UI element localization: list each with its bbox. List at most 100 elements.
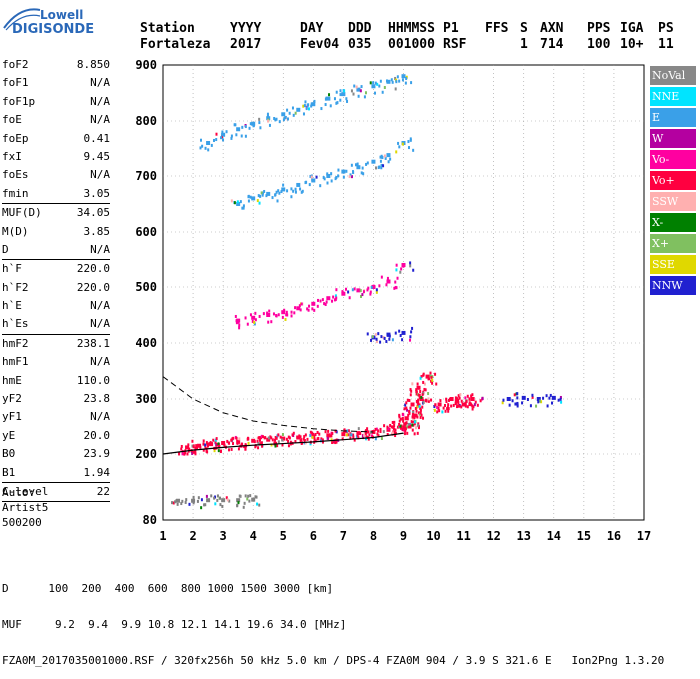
data-point-scatter: [516, 392, 519, 396]
data-point-scatter: [386, 433, 389, 437]
data-point-scatter: [360, 171, 363, 175]
data-point-scatter: [431, 381, 434, 385]
data-point-scatter: [366, 332, 369, 336]
data-point: [386, 79, 391, 84]
data-point-scatter: [289, 440, 292, 444]
data-point-scatter: [271, 196, 274, 200]
data-point-scatter: [311, 431, 314, 435]
data-point-scatter: [427, 377, 430, 381]
data-point-scatter: [379, 427, 382, 431]
data-point-scatter: [409, 422, 412, 426]
param-key: yE: [2, 428, 16, 442]
data-point-scatter: [259, 194, 262, 198]
data-point-scatter: [369, 81, 372, 85]
data-point-scatter: [294, 190, 297, 194]
data-point-scatter: [419, 406, 422, 410]
data-point-scatter: [258, 314, 261, 318]
param-key: foF1: [2, 76, 29, 90]
footer-file-line: FZA0M_2017035001000.RSF / 320fx256h 50 k…: [2, 654, 665, 667]
data-point-scatter: [230, 136, 233, 140]
header-row2-col-5: RSF: [443, 37, 467, 52]
data-point-scatter: [398, 422, 401, 426]
series-spread-f: [403, 371, 484, 436]
data-point-scatter: [406, 408, 409, 412]
data-point-scatter: [290, 195, 293, 199]
data-point-scatter: [383, 85, 386, 89]
data-point: [401, 330, 406, 335]
param-key: MUF(D): [2, 206, 42, 220]
param-row: hmF2 238.1: [2, 335, 110, 353]
header-row1-col-7: S: [520, 21, 528, 36]
data-point-scatter: [516, 396, 519, 400]
data-point-scatter: [326, 436, 329, 440]
data-point-scatter: [300, 302, 303, 306]
footer: D 100 200 400 600 800 1000 1500 3000 [km…: [2, 559, 664, 679]
data-point-scatter: [387, 427, 390, 431]
param-separator: [2, 501, 110, 503]
data-point-scatter: [215, 437, 218, 441]
data-point-scatter: [361, 293, 364, 297]
param-value: 23.8: [83, 392, 111, 406]
data-point-scatter: [436, 410, 439, 414]
data-point-scatter: [398, 145, 401, 149]
data-point-scatter: [362, 436, 365, 440]
data-point: [371, 84, 376, 89]
legend-item-ssw: SSW: [650, 192, 696, 211]
param-row: hmF1 N/A: [2, 353, 110, 371]
data-point: [251, 315, 256, 320]
param-value: N/A: [90, 410, 110, 424]
data-point-scatter: [419, 408, 422, 412]
data-point-scatter: [191, 451, 194, 455]
data-point-scatter: [465, 399, 468, 403]
param-key: foE: [2, 113, 22, 127]
data-point-scatter: [185, 498, 188, 502]
data-point-scatter: [225, 496, 228, 500]
data-point-scatter: [221, 130, 224, 134]
data-point-scatter: [419, 411, 422, 415]
data-point-scatter: [448, 397, 451, 401]
data-point-scatter: [259, 126, 262, 130]
data-point-scatter: [356, 433, 359, 437]
data-point-scatter: [476, 403, 479, 407]
data-point-scatter: [286, 313, 289, 317]
data-point-scatter: [409, 388, 412, 392]
data-point-scatter: [361, 434, 364, 438]
data-point-scatter: [285, 437, 288, 441]
param-row: foF1p N/A: [2, 93, 110, 111]
param-value: 238.1: [76, 336, 110, 350]
data-point-scatter: [350, 89, 353, 93]
data-point-scatter: [307, 107, 310, 111]
data-point-scatter: [306, 437, 309, 441]
data-point-scatter: [275, 190, 278, 194]
data-point-scatter: [194, 450, 197, 454]
data-point-scatter: [235, 133, 238, 137]
data-point-scatter: [237, 320, 240, 324]
data-point-scatter: [294, 187, 297, 191]
data-point-scatter: [391, 80, 394, 84]
data-point-scatter: [386, 425, 389, 429]
data-point-scatter: [249, 195, 252, 199]
data-point-scatter: [397, 141, 400, 145]
data-point-scatter: [191, 439, 194, 443]
data-point-scatter: [394, 431, 397, 435]
data-point-scatter: [268, 123, 271, 127]
data-point-scatter: [386, 276, 389, 280]
data-point: [413, 413, 418, 418]
data-point-scatter: [427, 397, 430, 401]
data-point-scatter: [283, 116, 286, 120]
data-point: [356, 87, 361, 92]
data-point: [266, 191, 271, 196]
data-point-scatter: [392, 427, 395, 431]
data-point-scatter: [359, 431, 362, 435]
data-point: [266, 313, 271, 317]
data-point-scatter: [549, 393, 552, 397]
data-point-scatter: [415, 388, 418, 392]
data-point-scatter: [389, 157, 392, 161]
data-point-scatter: [471, 407, 474, 411]
data-point-scatter: [304, 433, 307, 437]
x-tick-label: 5: [280, 529, 287, 543]
data-point-scatter: [437, 406, 440, 410]
data-point: [521, 395, 526, 400]
data-point-scatter: [196, 446, 199, 450]
data-point-scatter: [181, 499, 184, 503]
